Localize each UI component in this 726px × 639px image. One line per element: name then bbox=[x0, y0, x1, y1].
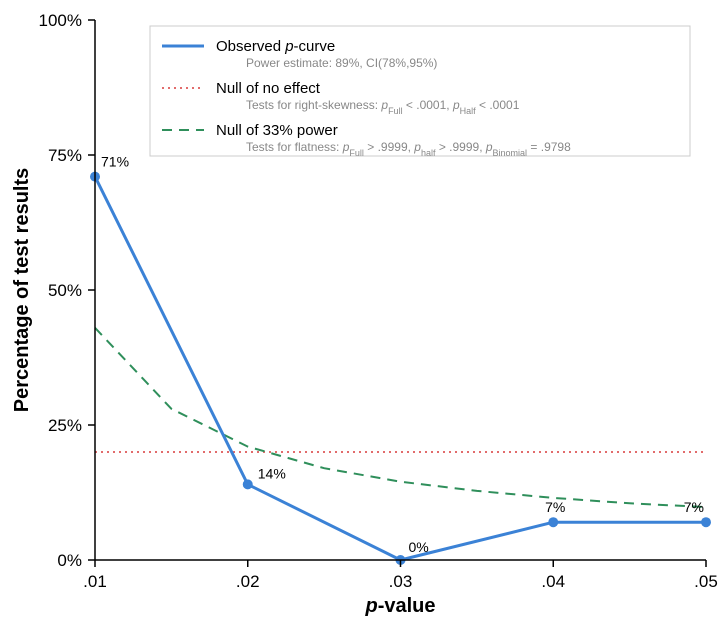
chart-svg: 71% 14% 0% 7% 7% 0% 25% 50% 75% 100% .01 .02 .03 .04.… bbox=[0, 0, 726, 639]
y-tick-label: 0% bbox=[57, 551, 82, 570]
y-axis-label: Percentage of test results bbox=[11, 168, 33, 413]
y-tick-label: 25% bbox=[48, 416, 82, 435]
pcurve-chart: 71% 14% 0% 7% 7% 0% 25% 50% 75% 100% .01 .02 .03 .04.… bbox=[0, 0, 726, 639]
observed-point-label: 0% bbox=[409, 539, 429, 555]
observed-point-label: 7% bbox=[684, 499, 704, 515]
observed-point bbox=[243, 479, 253, 489]
legend-label-null-no-effect: Null of no effect bbox=[216, 80, 321, 97]
x-tick-label: .02 bbox=[236, 572, 260, 591]
observed-point-label: 14% bbox=[258, 465, 286, 481]
y-tick-label: 50% bbox=[48, 281, 82, 300]
x-tick-label: .01 bbox=[83, 572, 107, 591]
y-tick-label: 100% bbox=[39, 11, 82, 30]
x-axis-label: p-value bbox=[364, 595, 435, 617]
observed-point-label: 7% bbox=[545, 499, 565, 515]
legend-label-null-33: Null of 33% power bbox=[216, 122, 338, 139]
observed-point-label: 71% bbox=[101, 154, 129, 170]
x-tick-label: .05 bbox=[694, 572, 718, 591]
legend-sub-observed: Power estimate: 89%, CI(78%,95%) bbox=[246, 56, 437, 70]
observed-point bbox=[701, 517, 711, 527]
observed-point bbox=[548, 517, 558, 527]
y-tick-label: 75% bbox=[48, 146, 82, 165]
x-tick-label: .03 bbox=[389, 572, 413, 591]
legend-label-observed: Observed p-curve bbox=[216, 38, 335, 55]
x-tick-label: .04 bbox=[541, 572, 565, 591]
